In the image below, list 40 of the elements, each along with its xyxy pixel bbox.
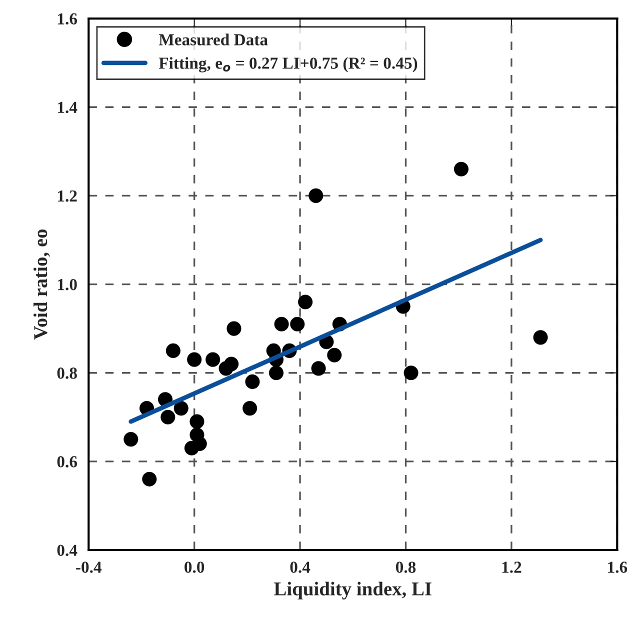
x-tick-label: 1.2	[502, 562, 522, 573]
point	[174, 401, 188, 416]
y-tick-label: 1.0	[58, 278, 77, 290]
point	[298, 294, 313, 310]
point	[160, 410, 176, 424]
point	[274, 316, 289, 332]
point	[268, 366, 284, 380]
y-tick-label: 0.6	[57, 456, 78, 468]
point	[308, 188, 324, 203]
point	[226, 321, 242, 336]
point	[192, 436, 207, 452]
legend-label: Measured Data	[158, 34, 268, 46]
y-tick-label: 1.4	[58, 102, 78, 114]
y-tick-label: 0.8	[57, 368, 77, 379]
x-tick-label: -0.4	[76, 562, 102, 573]
legend-label: Fitting, e$_{o}$ = 0.27 LI+0.75 (R² = 0.45)	[158, 57, 418, 72]
x-axis-title: Liquidity index, LI	[274, 582, 432, 600]
point	[187, 352, 202, 367]
x-tick-label: 1.6	[608, 562, 628, 573]
x-tick-label: 0.0	[184, 562, 204, 573]
y-tick-label: 0.4	[57, 544, 78, 556]
point	[245, 374, 260, 389]
point	[166, 343, 180, 358]
y-tick-label: 1.2	[58, 190, 77, 202]
point	[206, 352, 220, 367]
x-tick-label: 0.8	[396, 562, 416, 573]
point	[242, 401, 258, 416]
y-tick-label: 1.6	[58, 13, 78, 25]
point	[533, 330, 548, 345]
point	[311, 361, 326, 376]
y-axis-title: Void ratio, eo	[33, 229, 50, 340]
point	[142, 472, 157, 486]
point	[454, 162, 469, 176]
point	[190, 414, 204, 429]
point	[290, 316, 305, 332]
point	[224, 356, 239, 372]
point	[327, 348, 342, 362]
point	[404, 366, 418, 380]
x-tick-label: 0.4	[290, 562, 310, 573]
point	[124, 432, 138, 447]
